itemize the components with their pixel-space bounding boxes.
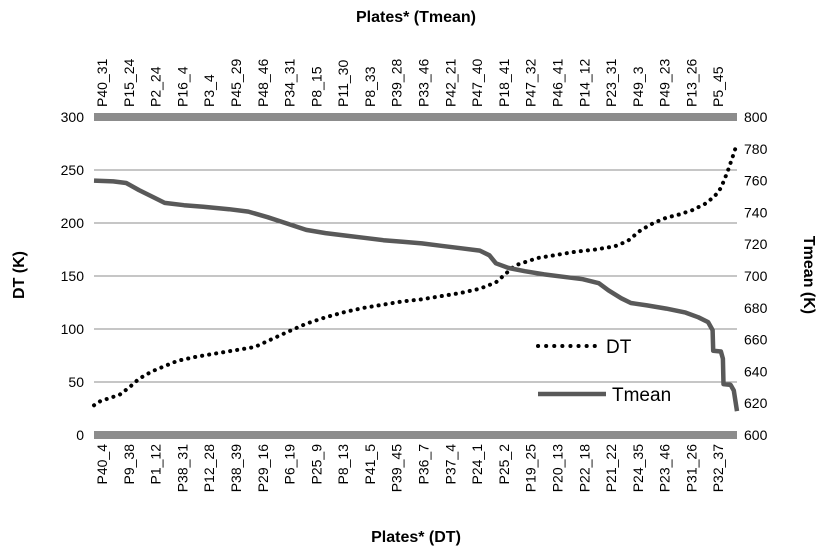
x-axis-bands (94, 113, 737, 439)
bottom-x-tick-label: P40_4 (94, 444, 110, 485)
bottom-x-tick-label: P9_38 (121, 444, 137, 485)
top-x-tick-label: P16_4 (174, 66, 190, 107)
left-y-tick-label: 300 (61, 109, 85, 125)
legend-dt-label: DT (606, 337, 632, 358)
left-y-tick-label: 50 (68, 374, 84, 390)
bottom-axis-band (94, 431, 737, 439)
top-x-tick-label: P14_12 (576, 59, 592, 107)
bottom-x-tick-label: P12_28 (201, 444, 217, 492)
right-y-tick-label: 700 (744, 268, 768, 284)
bottom-x-tick-label: P25_2 (496, 444, 512, 485)
right-y-tick-label: 620 (744, 395, 768, 411)
bottom-axis-title: Plates* (DT) (371, 529, 461, 546)
top-axis-title: Plates* (Tmean) (356, 9, 476, 26)
bottom-x-tick-label: P8_13 (335, 444, 351, 485)
bottom-x-tick-label: P25_9 (308, 444, 324, 485)
top-x-tick-label: P34_31 (282, 59, 298, 107)
bottom-x-tick-label: P37_4 (442, 444, 458, 485)
bottom-x-tick-label: P21_22 (603, 444, 619, 492)
left-y-tick-label: 250 (61, 162, 85, 178)
top-x-tick-label: P47_32 (523, 59, 539, 107)
top-x-tick-label: P3_4 (201, 74, 217, 107)
top-x-tick-label: P13_26 (683, 59, 699, 107)
right-y-tick-labels: 600 620 640 660 680 700 720 740 760 780 800 (744, 109, 768, 443)
bottom-x-tick-label: P1_12 (148, 444, 164, 485)
top-x-tick-label: P5_45 (710, 66, 726, 107)
right-axis-title: Tmean (K) (800, 236, 817, 314)
bottom-x-tick-label: P36_7 (416, 444, 432, 485)
top-x-tick-label: P49_23 (657, 59, 673, 107)
bottom-x-tick-label: P31_26 (683, 444, 699, 492)
legend: DT Tmean (536, 337, 671, 406)
bottom-x-tick-label: P39_45 (389, 444, 405, 492)
left-y-tick-label: 100 (61, 321, 85, 337)
right-y-tick-label: 720 (744, 236, 768, 252)
top-x-tick-label: P33_46 (416, 59, 432, 107)
top-x-tick-label: P2_24 (148, 66, 164, 107)
left-y-tick-label: 0 (76, 427, 84, 443)
bottom-x-tick-label: P24_35 (630, 444, 646, 492)
right-y-tick-label: 680 (744, 300, 768, 316)
bottom-x-tick-labels: P40_4 P9_38 P1_12 P38_31 P12_28 P38_39 P29_16 P… (94, 444, 726, 492)
right-y-tick-label: 660 (744, 332, 768, 348)
top-x-tick-label: P45_29 (228, 59, 244, 107)
left-axis-title: DT (K) (11, 251, 28, 299)
top-x-tick-label: P48_46 (255, 59, 271, 107)
bottom-x-tick-label: P24_1 (469, 444, 485, 485)
bottom-x-tick-label: P22_18 (576, 444, 592, 492)
top-x-tick-label: P42_21 (442, 59, 458, 107)
top-x-tick-labels: P40_31 P15_24 P2_24 P16_4 P3_4 P45_29 P48_46 P3… (94, 59, 726, 107)
right-y-tick-label: 780 (744, 141, 768, 157)
right-y-tick-label: 740 (744, 204, 768, 220)
top-x-tick-label: P39_28 (389, 59, 405, 107)
top-x-tick-label: P49_3 (630, 66, 646, 107)
top-x-tick-label: P23_31 (603, 59, 619, 107)
legend-tmean-label: Tmean (612, 385, 671, 406)
bottom-x-tick-label: P32_37 (710, 444, 726, 492)
bottom-x-tick-label: P23_46 (657, 444, 673, 492)
bottom-x-tick-label: P41_5 (362, 444, 378, 485)
bottom-x-tick-label: P19_25 (523, 444, 539, 492)
top-x-tick-label: P8_33 (362, 66, 378, 107)
series-line-tmean (93, 178, 740, 412)
bottom-x-tick-label: P38_39 (228, 444, 244, 492)
right-y-tick-label: 760 (744, 173, 768, 189)
top-x-tick-label: P18_41 (496, 59, 512, 107)
top-axis-band (94, 113, 737, 121)
right-y-tick-label: 800 (744, 109, 768, 125)
left-y-tick-label: 150 (61, 268, 85, 284)
bottom-x-tick-label: P38_31 (174, 444, 190, 492)
bottom-x-tick-label: P20_13 (549, 444, 565, 492)
top-x-tick-label: P40_31 (94, 59, 110, 107)
right-y-tick-label: 640 (744, 363, 768, 379)
series-line-dt (92, 141, 739, 408)
top-x-tick-label: P46_41 (549, 59, 565, 107)
right-y-tick-label: 600 (744, 427, 768, 443)
top-x-tick-label: P8_15 (308, 66, 324, 107)
top-x-tick-label: P47_40 (469, 59, 485, 107)
top-x-tick-label: P11_30 (335, 60, 351, 107)
bottom-x-tick-label: P6_19 (282, 444, 298, 485)
left-y-tick-labels: 0 50 100 150 200 250 300 (61, 109, 85, 443)
top-x-tick-label: P15_24 (121, 59, 137, 107)
series-lines (92, 141, 740, 412)
bottom-x-tick-label: P29_16 (255, 444, 271, 492)
left-y-tick-label: 200 (61, 215, 85, 231)
